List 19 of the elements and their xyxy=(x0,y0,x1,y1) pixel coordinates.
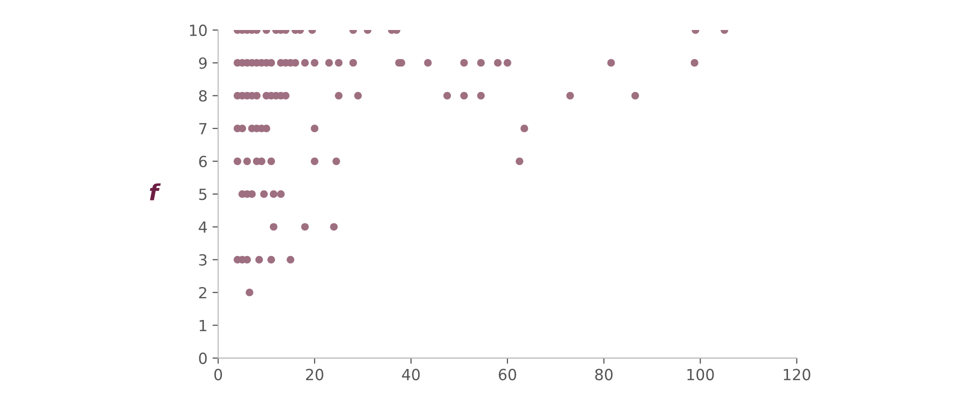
y-tick-label: 3 xyxy=(199,254,207,266)
x-tick-label: 100 xyxy=(687,368,714,380)
y-axis-title: f xyxy=(150,183,161,200)
y-tick-label: 10 xyxy=(190,24,207,36)
y-tick-label: 9 xyxy=(199,57,207,69)
y-tick-label: 7 xyxy=(199,123,206,134)
y-tick-label: 6 xyxy=(199,156,207,168)
x-tick-label: 40 xyxy=(402,368,420,380)
x-tick-label: 0 xyxy=(214,368,222,380)
y-tick-label: 8 xyxy=(199,90,207,102)
y-tick-label: 0 xyxy=(199,352,207,364)
y-tick-label: 1 xyxy=(200,320,206,332)
y-tick-label: 5 xyxy=(199,188,206,200)
x-tick-label: 20 xyxy=(306,368,324,380)
x-tick-label: 120 xyxy=(784,368,810,380)
x-tick-label: 80 xyxy=(595,368,613,380)
y-tick-label: 2 xyxy=(199,286,206,298)
x-tick-label: 60 xyxy=(498,368,516,380)
y-tick-label: 4 xyxy=(198,222,207,233)
